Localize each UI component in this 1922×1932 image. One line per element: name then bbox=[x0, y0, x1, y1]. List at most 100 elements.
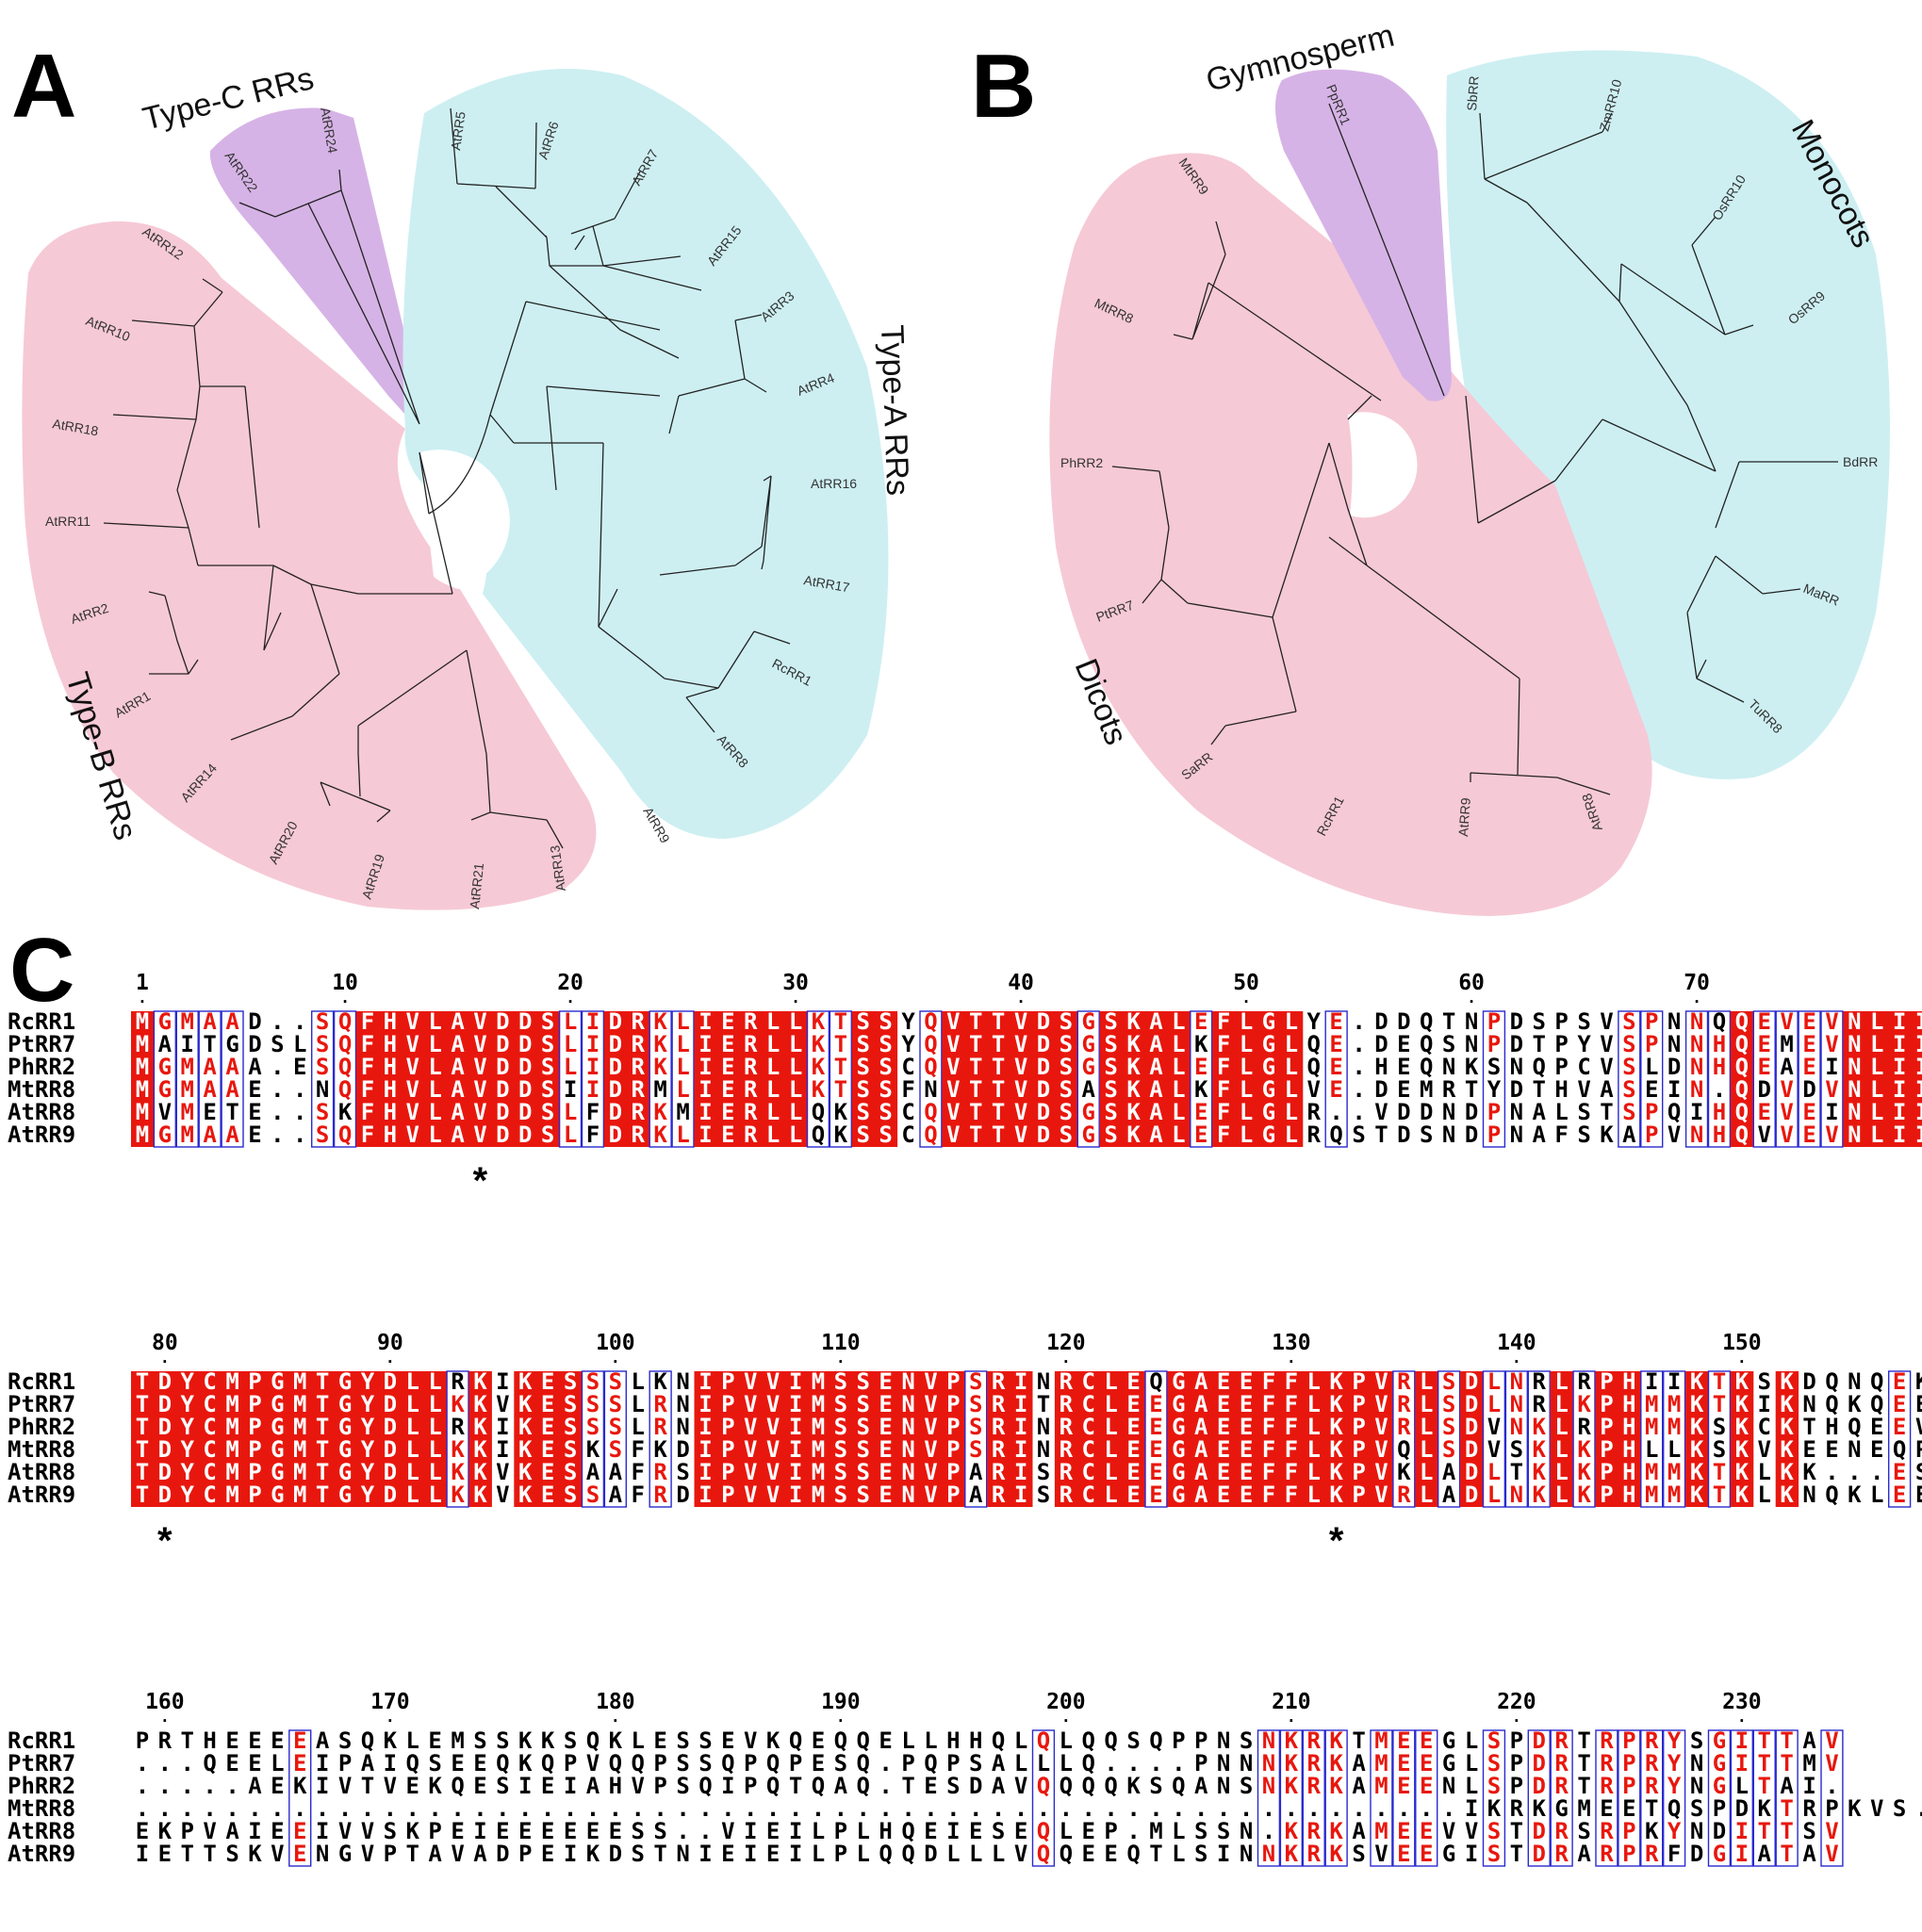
identical-column bbox=[1212, 1371, 1236, 1507]
residue: . bbox=[1285, 1795, 1298, 1822]
residue: A bbox=[1149, 1008, 1163, 1035]
residue: E bbox=[1240, 1459, 1253, 1485]
residue: M bbox=[136, 1054, 149, 1080]
residue: A bbox=[1149, 1122, 1163, 1148]
residue: D bbox=[1374, 1076, 1388, 1103]
residue: E bbox=[293, 1054, 306, 1080]
residue: . bbox=[834, 1795, 847, 1822]
residue: T bbox=[1713, 1482, 1726, 1508]
residue: L bbox=[564, 1008, 577, 1035]
residue: Q bbox=[924, 1122, 937, 1148]
residue: . bbox=[1352, 1031, 1365, 1057]
residue: R bbox=[1600, 1750, 1614, 1776]
residue: R bbox=[1645, 1841, 1659, 1867]
residue: S bbox=[1577, 1099, 1590, 1125]
residue: K bbox=[1329, 1727, 1343, 1754]
residue: P bbox=[744, 1750, 757, 1776]
residue: V bbox=[1825, 1008, 1838, 1035]
residue: S bbox=[1352, 1122, 1365, 1148]
identical-column bbox=[739, 1371, 763, 1507]
residue: E bbox=[1397, 1076, 1410, 1103]
residue: K bbox=[518, 1727, 533, 1754]
position-tick: . bbox=[1016, 989, 1026, 1007]
residue: N bbox=[1510, 1368, 1523, 1395]
identical-column bbox=[536, 1371, 560, 1507]
residue: . bbox=[1307, 1795, 1321, 1822]
residue: K bbox=[1780, 1459, 1794, 1485]
residue: D bbox=[1735, 1795, 1749, 1822]
residue: I bbox=[1735, 1841, 1749, 1867]
residue: R bbox=[1307, 1122, 1322, 1148]
identical-column bbox=[423, 1371, 448, 1507]
residue: L bbox=[1758, 1482, 1771, 1508]
similar-column bbox=[1482, 1370, 1506, 1508]
residue: S bbox=[1104, 1031, 1117, 1057]
tree-b-branches-gymnosperm bbox=[1328, 103, 1445, 397]
residue: P bbox=[248, 1368, 261, 1395]
residue: . bbox=[632, 1795, 645, 1822]
residue: A bbox=[1194, 1482, 1208, 1508]
residue: R bbox=[632, 1054, 646, 1080]
residue: V bbox=[473, 1122, 486, 1148]
residue: P bbox=[1194, 1750, 1207, 1776]
residue: F bbox=[1262, 1368, 1275, 1395]
identical-column bbox=[1324, 1371, 1349, 1507]
residue: L bbox=[1014, 1727, 1027, 1754]
residue: G bbox=[1082, 1122, 1095, 1148]
similar-column bbox=[1415, 1729, 1438, 1867]
residue: Q bbox=[1060, 1841, 1073, 1867]
residue: K bbox=[1780, 1391, 1794, 1417]
panel-c: C 1.10.20.30.40.50.60.70.MMMMMMGAGGVGMIM… bbox=[8, 920, 1922, 1867]
residue: K bbox=[586, 1841, 600, 1867]
similar-column bbox=[1775, 1729, 1799, 1867]
residue: . bbox=[451, 1795, 464, 1822]
residue: Q bbox=[1533, 1054, 1546, 1080]
residue: K bbox=[1690, 1459, 1704, 1485]
residue: V bbox=[946, 1122, 960, 1148]
identical-column bbox=[1888, 1011, 1912, 1147]
residue: . bbox=[1262, 1795, 1275, 1822]
residue: L bbox=[632, 1368, 645, 1395]
residue: . bbox=[271, 1795, 284, 1822]
residue: . bbox=[1825, 1459, 1838, 1485]
residue: L bbox=[1307, 1482, 1321, 1508]
residue: V bbox=[1014, 1122, 1027, 1148]
residue: L bbox=[406, 1368, 419, 1395]
residue: R bbox=[1397, 1414, 1411, 1440]
residue: H bbox=[1713, 1099, 1726, 1125]
identical-column bbox=[829, 1371, 853, 1507]
residue: G bbox=[1713, 1727, 1726, 1754]
residue: K bbox=[1848, 1482, 1862, 1508]
residue: P bbox=[1352, 1482, 1365, 1508]
identical-column bbox=[1685, 1371, 1709, 1507]
residue: T bbox=[1577, 1750, 1590, 1776]
residue: G bbox=[1082, 1099, 1095, 1125]
identical-column bbox=[1618, 1371, 1641, 1507]
position-tick: . bbox=[1287, 1708, 1296, 1726]
residue: T bbox=[316, 1391, 329, 1417]
residue: . bbox=[1352, 1795, 1365, 1822]
residue: Q bbox=[901, 1841, 914, 1867]
residue: S bbox=[541, 1122, 554, 1148]
residue: P bbox=[946, 1368, 960, 1395]
residue: T bbox=[1780, 1841, 1793, 1867]
residue: I bbox=[789, 1818, 802, 1844]
similar-column bbox=[333, 1010, 357, 1148]
tree-b-branches-dicots bbox=[1111, 221, 1611, 795]
residue: E bbox=[1915, 1391, 1922, 1417]
residue: Q bbox=[203, 1750, 216, 1776]
residue: Q bbox=[992, 1727, 1005, 1754]
residue: N bbox=[676, 1368, 689, 1395]
similar-column bbox=[1707, 1010, 1732, 1148]
residue: . bbox=[879, 1773, 892, 1799]
residue: L bbox=[1420, 1368, 1433, 1395]
residue: E bbox=[1397, 1841, 1410, 1867]
residue: I bbox=[698, 1459, 712, 1485]
residue: . bbox=[564, 1795, 577, 1822]
residue: K bbox=[586, 1436, 600, 1463]
residue: I bbox=[316, 1773, 329, 1799]
residue: A bbox=[1780, 1054, 1794, 1080]
residue: . bbox=[316, 1795, 329, 1822]
position-number: 110 bbox=[821, 1331, 861, 1355]
residue: . bbox=[541, 1795, 554, 1822]
